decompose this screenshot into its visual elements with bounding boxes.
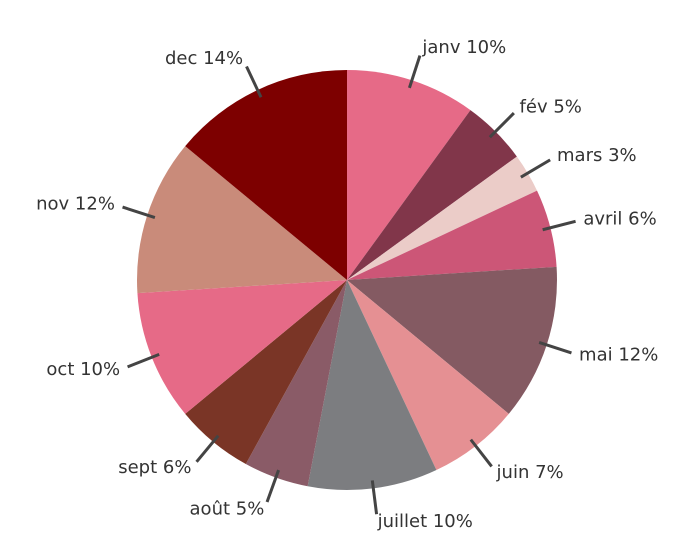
leader-line: [407, 55, 422, 89]
value-label: 10%: [433, 511, 473, 532]
value-label: 3%: [608, 145, 637, 166]
value-label: 12%: [75, 194, 115, 215]
value-label: 7%: [535, 462, 564, 483]
pie-slice: [347, 280, 509, 471]
category-label: avril: [583, 208, 622, 229]
data-label: oct 10%: [46, 359, 120, 380]
leader-line: [127, 352, 160, 369]
leader-line: [370, 480, 379, 515]
pie-slice: [347, 190, 557, 280]
category-label: janv: [421, 37, 460, 58]
leader-line: [538, 340, 572, 355]
data-label: dec 14%: [165, 48, 243, 69]
data-label: juin 7%: [496, 462, 564, 483]
pie-slice: [137, 280, 347, 414]
value-label: 5%: [553, 96, 582, 117]
value-label: 6%: [163, 457, 192, 478]
leader-line: [265, 469, 280, 503]
data-label: mai 12%: [579, 344, 658, 365]
category-label: dec: [165, 48, 197, 69]
data-label: août 5%: [190, 499, 265, 520]
leader-line: [542, 219, 576, 232]
category-label: juillet: [377, 511, 428, 532]
value-label: 12%: [618, 344, 658, 365]
pie-slice: [347, 266, 557, 414]
pie-slice: [347, 110, 517, 280]
value-label: 10%: [80, 359, 120, 380]
data-label: sept 6%: [118, 457, 191, 478]
value-label: 14%: [203, 48, 243, 69]
value-label: 10%: [466, 37, 506, 58]
value-label: 6%: [628, 208, 657, 229]
data-label: nov 12%: [36, 194, 115, 215]
leader-line: [520, 158, 551, 179]
data-label: juillet 10%: [377, 511, 473, 532]
leader-line: [245, 65, 263, 98]
data-label: janv 10%: [421, 37, 506, 58]
category-label: juin: [496, 462, 530, 483]
leader-line: [469, 438, 493, 468]
category-label: mai: [579, 344, 613, 365]
leader-line: [195, 434, 220, 463]
category-label: sept: [118, 457, 157, 478]
leader-line: [122, 205, 156, 220]
pie-slice: [347, 156, 538, 280]
category-label: nov: [36, 194, 69, 215]
leader-line: [488, 112, 515, 139]
category-label: août: [190, 499, 231, 520]
pie-slice: [185, 280, 347, 465]
data-label: mars 3%: [557, 145, 637, 166]
pie-slice: [347, 70, 471, 280]
category-label: mars: [557, 145, 602, 166]
value-label: 5%: [236, 499, 265, 520]
pie-slice: [137, 146, 347, 294]
pie-slice: [245, 280, 347, 487]
category-label: oct: [46, 359, 74, 380]
pie-slice: [307, 280, 437, 490]
data-label: avril 6%: [583, 208, 656, 229]
pie-slice: [185, 70, 347, 280]
category-label: fév: [520, 96, 548, 117]
data-label: fév 5%: [520, 96, 582, 117]
